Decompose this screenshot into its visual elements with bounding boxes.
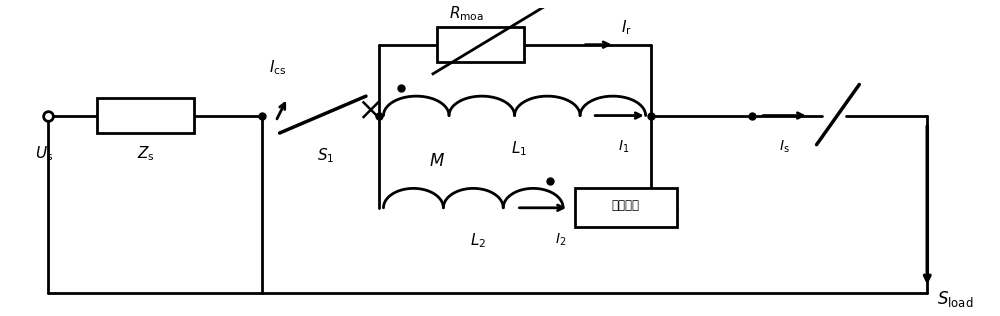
Text: 超导材料: 超导材料 [612,199,640,212]
FancyBboxPatch shape [97,98,194,133]
FancyBboxPatch shape [575,188,677,227]
Text: $I_{\mathrm{s}}$: $I_{\mathrm{s}}$ [779,139,790,155]
Text: $S_{\mathrm{load}}$: $S_{\mathrm{load}}$ [937,289,973,309]
Text: $S_1$: $S_1$ [317,147,334,165]
Text: $L_2$: $L_2$ [470,231,486,250]
Text: $R_{\mathrm{moa}}$: $R_{\mathrm{moa}}$ [449,5,484,23]
FancyBboxPatch shape [437,27,524,62]
Text: $I_1$: $I_1$ [618,139,629,155]
Text: $L_1$: $L_1$ [511,139,528,158]
Text: $U_{\mathrm{s}}$: $U_{\mathrm{s}}$ [35,145,53,163]
Text: $I_{\mathrm{cs}}$: $I_{\mathrm{cs}}$ [269,58,286,77]
Text: $I_2$: $I_2$ [555,231,567,247]
Text: $I_{\mathrm{r}}$: $I_{\mathrm{r}}$ [621,18,632,37]
Text: $Z_{\mathrm{s}}$: $Z_{\mathrm{s}}$ [137,145,154,163]
Text: $M$: $M$ [429,153,445,170]
